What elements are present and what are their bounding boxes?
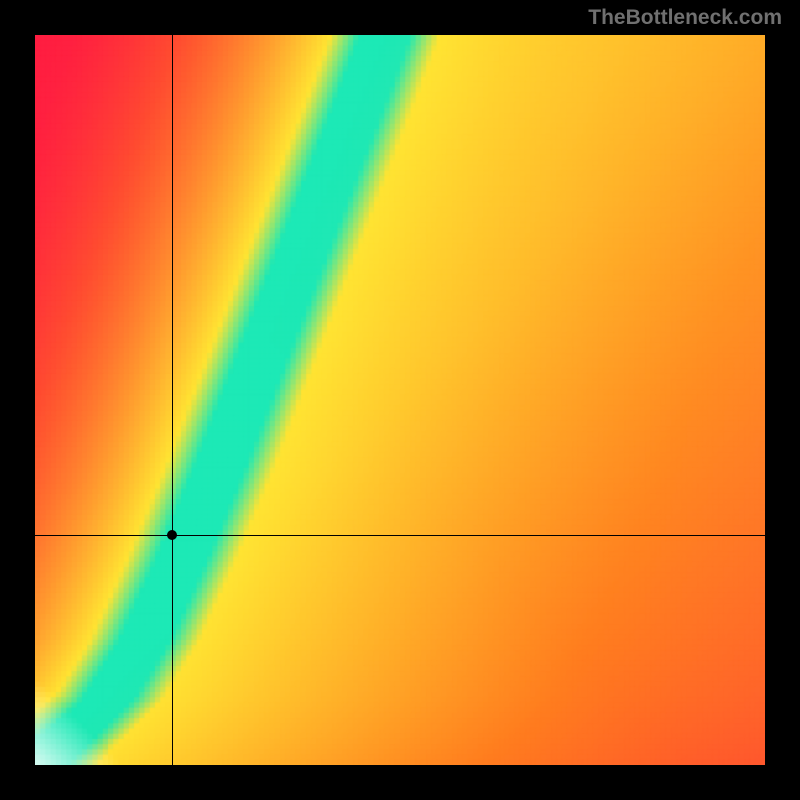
watermark-text: TheBottleneck.com xyxy=(588,6,782,30)
crosshair-marker xyxy=(167,530,177,540)
crosshair-horizontal xyxy=(35,535,765,536)
plot-area xyxy=(35,35,765,765)
crosshair-vertical xyxy=(172,35,173,765)
heatmap-canvas xyxy=(35,35,765,765)
